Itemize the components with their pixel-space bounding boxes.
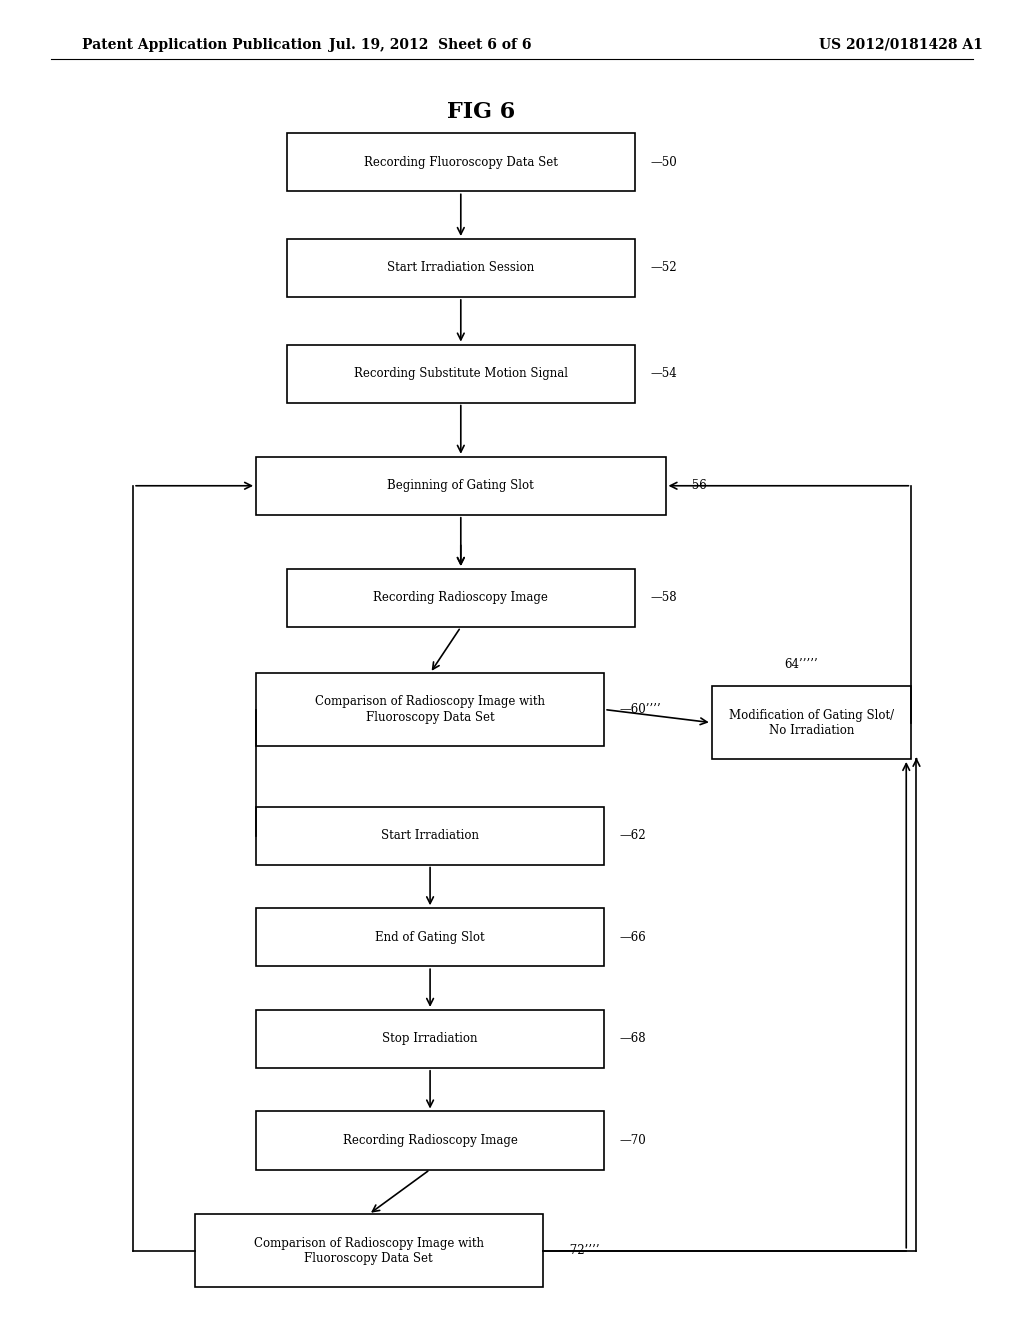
Bar — [256, 807, 604, 865]
Text: —68: —68 — [620, 1032, 646, 1045]
Bar — [712, 686, 911, 759]
Text: End of Gating Slot: End of Gating Slot — [375, 931, 485, 944]
Bar — [256, 673, 604, 746]
Text: Comparison of Radioscopy Image with
Fluoroscopy Data Set: Comparison of Radioscopy Image with Fluo… — [254, 1237, 483, 1265]
Text: —70: —70 — [620, 1134, 646, 1147]
Text: Start Irradiation Session: Start Irradiation Session — [387, 261, 535, 275]
Bar — [287, 133, 635, 191]
Text: Recording Fluoroscopy Data Set: Recording Fluoroscopy Data Set — [364, 156, 558, 169]
Text: —72’’’’: —72’’’’ — [558, 1245, 600, 1257]
Text: —58: —58 — [650, 591, 677, 605]
Bar — [256, 908, 604, 966]
Bar — [256, 457, 666, 515]
Bar — [256, 1010, 604, 1068]
Text: Recording Radioscopy Image: Recording Radioscopy Image — [374, 591, 548, 605]
Text: FIG 6: FIG 6 — [447, 102, 515, 123]
Bar — [287, 345, 635, 403]
Text: 64’’’’’: 64’’’’’ — [784, 657, 818, 671]
Bar — [195, 1214, 543, 1287]
Text: —62: —62 — [620, 829, 646, 842]
Text: Recording Substitute Motion Signal: Recording Substitute Motion Signal — [354, 367, 567, 380]
Text: Modification of Gating Slot/
No Irradiation: Modification of Gating Slot/ No Irradiat… — [729, 709, 894, 737]
Text: Jul. 19, 2012  Sheet 6 of 6: Jul. 19, 2012 Sheet 6 of 6 — [329, 38, 531, 51]
Text: Recording Radioscopy Image: Recording Radioscopy Image — [343, 1134, 517, 1147]
Text: —56: —56 — [681, 479, 708, 492]
Text: Stop Irradiation: Stop Irradiation — [382, 1032, 478, 1045]
Bar — [256, 1111, 604, 1170]
Text: US 2012/0181428 A1: US 2012/0181428 A1 — [819, 38, 983, 51]
Bar — [287, 569, 635, 627]
Text: —50: —50 — [650, 156, 677, 169]
Text: Comparison of Radioscopy Image with
Fluoroscopy Data Set: Comparison of Radioscopy Image with Fluo… — [315, 696, 545, 723]
Text: —66: —66 — [620, 931, 646, 944]
Text: —52: —52 — [650, 261, 677, 275]
Text: —54: —54 — [650, 367, 677, 380]
Text: Beginning of Gating Slot: Beginning of Gating Slot — [387, 479, 535, 492]
Bar — [287, 239, 635, 297]
Text: Patent Application Publication: Patent Application Publication — [82, 38, 322, 51]
Text: —60’’’’: —60’’’’ — [620, 704, 662, 715]
Text: Start Irradiation: Start Irradiation — [381, 829, 479, 842]
